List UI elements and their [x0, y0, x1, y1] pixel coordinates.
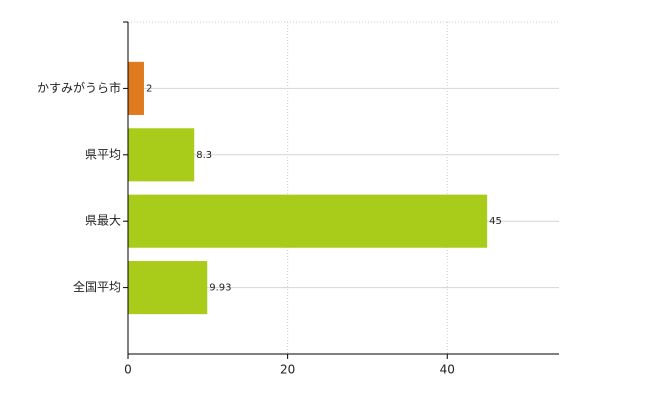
bar	[128, 61, 144, 115]
x-tick-label: 20	[280, 363, 295, 377]
bar	[128, 194, 488, 248]
y-tick-label: かすみがうら市	[37, 80, 121, 95]
y-tick-label: 県平均	[85, 147, 121, 161]
x-tick-label: 0	[124, 363, 132, 377]
bar	[128, 128, 195, 182]
x-tick-label: 40	[440, 363, 455, 377]
value-label: 45	[489, 216, 502, 227]
y-tick-label: 県最大	[85, 214, 121, 228]
value-label: 9.93	[209, 283, 231, 294]
bar	[128, 261, 208, 315]
y-tick-label: 全国平均	[73, 279, 121, 294]
value-label: 2	[146, 83, 152, 94]
value-label: 8.3	[196, 150, 212, 161]
